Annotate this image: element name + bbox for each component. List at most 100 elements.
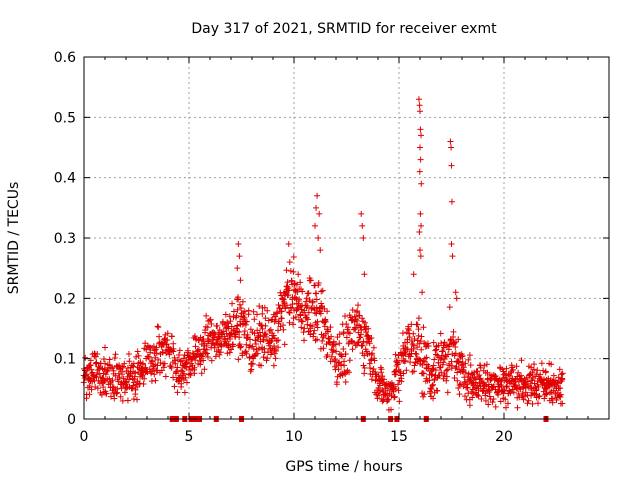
data-point — [306, 297, 313, 304]
data-point — [296, 296, 303, 303]
data-point — [418, 132, 425, 139]
data-point — [391, 394, 398, 401]
data-point — [280, 322, 287, 329]
data-point — [478, 396, 485, 403]
data-point — [338, 351, 345, 358]
data-point — [286, 259, 293, 266]
data-point — [374, 395, 381, 402]
data-point — [256, 303, 263, 310]
y-tick-labels: 0 0.1 0.2 0.3 0.4 0.5 0.6 — [54, 50, 76, 428]
data-point — [113, 390, 120, 397]
data-point — [201, 366, 208, 373]
y-tick-label: 0.3 — [54, 231, 76, 247]
data-point — [452, 350, 459, 357]
data-point — [293, 281, 300, 288]
data-point — [191, 333, 198, 340]
data-point — [377, 382, 384, 389]
data-point — [400, 370, 407, 377]
data-point — [462, 393, 469, 400]
data-point — [275, 327, 282, 334]
data-point — [92, 384, 99, 391]
data-point — [497, 398, 504, 405]
data-point — [419, 370, 426, 377]
data-point — [313, 321, 320, 328]
data-point — [538, 360, 545, 367]
data-point — [340, 346, 347, 353]
data-point — [415, 326, 422, 333]
data-point — [257, 322, 264, 329]
data-point — [420, 324, 427, 331]
data-point — [140, 380, 147, 387]
data-point — [540, 376, 547, 383]
data-point — [120, 363, 127, 370]
data-point — [168, 364, 175, 371]
data-point — [431, 377, 438, 384]
data-point — [289, 301, 296, 308]
x-tick-label: 20 — [495, 429, 513, 445]
data-point — [330, 338, 337, 345]
data-point — [305, 309, 312, 316]
y-tick-label: 0.6 — [54, 50, 76, 66]
data-point — [452, 365, 459, 372]
data-point — [542, 369, 549, 376]
data-point — [345, 324, 352, 331]
data-point — [524, 392, 531, 399]
data-point — [283, 267, 290, 274]
data-point — [228, 323, 235, 330]
data-point — [275, 337, 282, 344]
data-point — [483, 361, 490, 368]
data-point — [191, 370, 198, 377]
data-point — [360, 235, 367, 241]
data-point — [486, 387, 493, 394]
data-point — [199, 353, 206, 360]
y-tick-label: 0.4 — [54, 171, 76, 187]
data-point — [485, 401, 492, 408]
data-point — [258, 362, 265, 369]
data-point — [299, 318, 306, 325]
data-point — [401, 358, 408, 365]
data-point — [176, 347, 183, 354]
data-point — [168, 333, 175, 340]
data-point — [430, 362, 437, 369]
data-point — [435, 359, 442, 366]
y-axis-label: SRMTID / TECUs — [6, 182, 22, 295]
data-point — [469, 394, 476, 401]
data-point — [299, 288, 306, 295]
data-point — [121, 360, 128, 367]
data-point — [149, 358, 156, 365]
data-point — [447, 138, 454, 145]
data-point — [153, 350, 160, 357]
data-point — [492, 403, 499, 410]
data-point — [517, 386, 524, 393]
data-point — [278, 308, 285, 315]
data-point — [244, 331, 251, 338]
data-point — [464, 384, 471, 391]
data-point — [272, 355, 279, 362]
data-point — [295, 271, 302, 278]
data-point — [327, 324, 334, 331]
data-point — [430, 395, 437, 402]
data-point — [259, 325, 266, 332]
data-point — [443, 373, 450, 380]
data-point — [429, 365, 436, 372]
data-point — [417, 156, 424, 163]
data-point — [162, 373, 169, 380]
data-point — [444, 366, 451, 373]
data-point — [126, 376, 133, 383]
data-point — [366, 340, 373, 347]
data-point — [116, 362, 123, 369]
data-point — [226, 313, 233, 320]
data-point — [249, 360, 256, 367]
data-point — [360, 362, 367, 369]
data-point — [238, 305, 245, 312]
data-point — [268, 338, 275, 345]
data-point — [270, 332, 277, 339]
data-point — [279, 295, 286, 302]
data-point — [205, 353, 212, 360]
data-point — [317, 310, 324, 317]
data-point — [290, 254, 297, 261]
data-point — [241, 327, 248, 334]
data-point — [354, 339, 361, 346]
data-point — [242, 348, 249, 355]
data-point — [475, 393, 482, 400]
